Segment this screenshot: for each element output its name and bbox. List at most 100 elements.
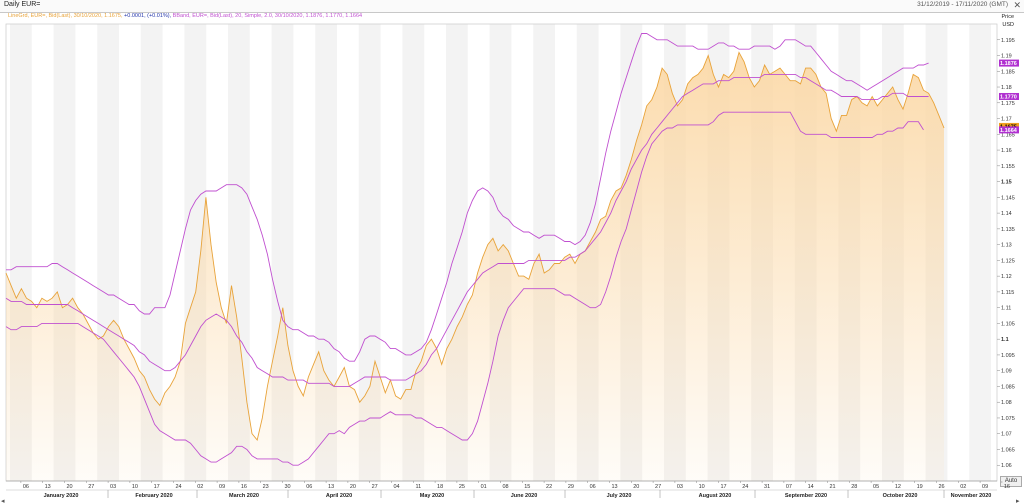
x-tick-label: 04 (393, 484, 399, 490)
close-icon[interactable]: ✕ (1013, 0, 1021, 10)
chart-legend: LineGrd, EUR=, Bid(Last), 30/10/2020, 1.… (8, 13, 362, 19)
week-shade (969, 24, 991, 481)
price-label: Price (1001, 14, 1014, 20)
x-tick-label: 26 (938, 484, 944, 490)
x-tick-label: 27 (372, 484, 378, 490)
x-tick-label: 31 (764, 484, 770, 490)
eur--line (5, 51, 945, 441)
x-tick-label: 20 (66, 484, 72, 490)
y-tick-label: 1.08 (1001, 400, 1012, 406)
y-tick-label: 1.165 (1001, 132, 1015, 138)
x-tick-label: 14 (808, 484, 814, 490)
y-tick-label: 1.065 (1001, 447, 1015, 453)
upper-band-line (6, 33, 929, 362)
month-label: April 2020 (326, 493, 352, 499)
x-tick-label: 06 (306, 484, 312, 490)
y-tick-label: 1.195 (1001, 38, 1015, 44)
y-tick-label: 1.105 (1001, 321, 1015, 327)
x-tick-label: 06 (590, 484, 596, 490)
x-tick-label: 03 (110, 484, 116, 490)
y-tick-label: 1.125 (1001, 258, 1015, 264)
month-label: June 2020 (511, 493, 538, 499)
y-tick-label: 1.07 (1001, 432, 1012, 438)
x-tick-label: 15 (524, 484, 530, 490)
x-tick-label: 23 (263, 484, 269, 490)
area-fill (6, 52, 944, 482)
x-tick-label: 02 (197, 484, 203, 490)
y-tick-label: 1.17 (1001, 117, 1012, 123)
middle-band-line (5, 73, 929, 387)
month-label: February 2020 (135, 493, 172, 499)
value-badge (999, 92, 1019, 100)
y-tick-label: 1.14 (1001, 211, 1012, 217)
value-badge-label: 1.1876 (1000, 61, 1017, 67)
window-title: Daily EUR= (4, 1, 41, 8)
legend-line-text: LineGrd, EUR=, Bid(Last), 30/10/2020, 1.… (8, 13, 123, 19)
x-tick-label: 16 (241, 484, 247, 490)
price-unit: USD (1002, 22, 1014, 28)
auto-scale-button[interactable]: Auto (1000, 476, 1022, 487)
month-label: October 2020 (883, 493, 918, 499)
x-tick-label: 20 (633, 484, 639, 490)
month-label: November 2020 (951, 493, 992, 499)
y-tick-label: 1.085 (1001, 384, 1015, 390)
x-tick-label: 17 (720, 484, 726, 490)
y-tick-label: 1.095 (1001, 353, 1015, 359)
x-tick-label: 06 (23, 484, 29, 490)
x-tick-label: 09 (982, 484, 988, 490)
x-tick-label: 24 (742, 484, 748, 490)
y-tick-label: 1.06 (1001, 463, 1012, 469)
y-tick-label: 1.1 (1001, 337, 1009, 343)
x-tick-label: 13 (328, 484, 334, 490)
x-tick-label: 05 (873, 484, 879, 490)
month-label: March 2020 (229, 493, 259, 499)
x-tick-label: 27 (88, 484, 94, 490)
y-tick-label: 1.11 (1001, 306, 1011, 312)
x-tick-label: 13 (45, 484, 51, 490)
x-tick-label: 25 (459, 484, 465, 490)
x-tick-label: 27 (655, 484, 661, 490)
window-titlebar: Daily EUR= 31/12/2019 - 17/11/2020 (GMT)… (0, 0, 1024, 13)
month-label: July 2020 (607, 493, 632, 499)
scroll-left-icon[interactable]: ◂ (1, 498, 5, 503)
legend-bband-text: BBand, EUR=, Bid(Last), 20, Simple, 2.0,… (172, 13, 363, 19)
y-tick-label: 1.12 (1001, 274, 1012, 280)
y-tick-label: 1.175 (1001, 101, 1015, 107)
x-tick-label: 07 (786, 484, 792, 490)
month-label: August 2020 (699, 493, 732, 499)
month-label: January 2020 (44, 493, 79, 499)
x-tick-label: 18 (437, 484, 443, 490)
y-tick-label: 1.115 (1001, 290, 1014, 296)
x-tick-label: 21 (829, 484, 835, 490)
x-tick-label: 17 (154, 484, 160, 490)
value-badge (999, 59, 1019, 67)
x-tick-label: 10 (132, 484, 138, 490)
x-tick-label: 03 (677, 484, 683, 490)
lower-band-line (5, 111, 924, 466)
week-shade (140, 24, 163, 481)
month-label: May 2020 (420, 493, 444, 499)
month-label: September 2020 (785, 493, 827, 499)
x-tick-label: 22 (546, 484, 552, 490)
x-tick-label: 08 (502, 484, 508, 490)
y-tick-label: 1.185 (1001, 69, 1015, 75)
x-tick-label: 02 (960, 484, 966, 490)
scroll-right-icon[interactable]: ▸ (1016, 498, 1020, 503)
y-tick-label: 1.13 (1001, 243, 1012, 249)
x-tick-label: 29 (568, 484, 574, 490)
x-tick-label: 16 (1004, 484, 1010, 490)
x-tick-label: 12 (895, 484, 901, 490)
y-tick-label: 1.075 (1001, 416, 1015, 422)
y-tick-label: 1.15 (1001, 180, 1012, 186)
x-tick-label: 11 (415, 484, 421, 490)
y-tick-label: 1.135 (1001, 227, 1015, 233)
x-tick-label: 13 (611, 484, 617, 490)
date-range: 31/12/2019 - 17/11/2020 (GMT) (917, 1, 1008, 8)
y-tick-label: 1.19 (1001, 54, 1012, 60)
x-tick-label: 10 (699, 484, 705, 490)
x-tick-label: 09 (219, 484, 225, 490)
y-tick-label: 1.18 (1001, 85, 1012, 91)
y-tick-label: 1.09 (1001, 369, 1012, 375)
x-tick-label: 28 (851, 484, 857, 490)
